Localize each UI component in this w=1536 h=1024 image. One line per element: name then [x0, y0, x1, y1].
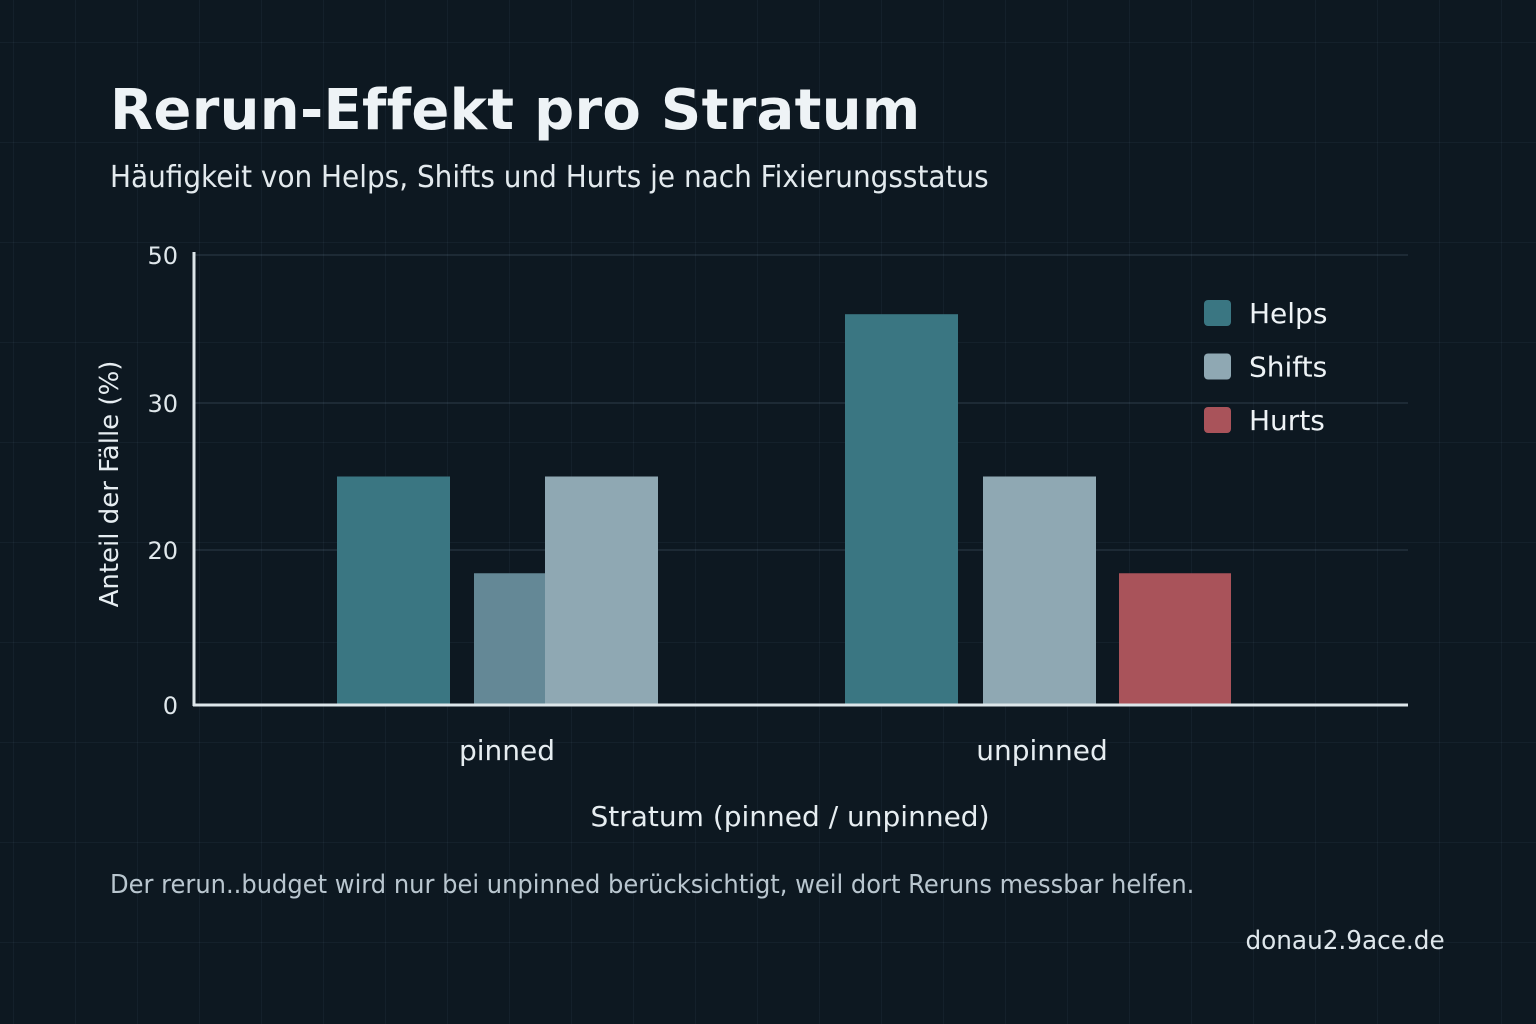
legend-item-hurts: Hurts: [1204, 404, 1325, 437]
y-tick-label: 0: [163, 692, 178, 720]
bar-pinned-shifts: [545, 476, 658, 705]
y-tick-labels: 0 20 30 50: [147, 242, 178, 720]
source-credit: donau2.9ace.de: [1245, 926, 1445, 956]
legend-swatch: [1204, 300, 1231, 326]
legend-label: Helps: [1249, 297, 1327, 330]
legend-label: Hurts: [1249, 404, 1325, 437]
legend-item-helps: Helps: [1204, 297, 1327, 330]
footnote: Der rerun..budget wird nur bei unpinned …: [110, 870, 1195, 900]
bar-unpinned-helps: [845, 314, 958, 705]
bar-pinned-hurts: [474, 573, 546, 705]
y-tick-label: 50: [147, 242, 178, 270]
bar-unpinned-hurts: [1119, 573, 1231, 705]
x-tick-label: unpinned: [976, 734, 1108, 767]
page-title: Rerun-Effekt pro Stratum: [110, 78, 921, 143]
y-axis-label: Anteil der Fälle (%): [95, 361, 125, 608]
x-axis-label: Stratum (pinned / unpinned): [591, 800, 990, 833]
x-tick-labels: pinned unpinned: [459, 734, 1108, 767]
page-subtitle: Häufigkeit von Helps, Shifts und Hurts j…: [110, 160, 989, 195]
bar-pinned-helps: [337, 476, 450, 705]
y-tick-label: 30: [147, 390, 178, 418]
axes: [192, 252, 1408, 707]
bar-unpinned-shifts: [983, 476, 1096, 705]
y-tick-label: 20: [147, 537, 178, 565]
legend-item-shifts: Shifts: [1204, 351, 1327, 384]
legend-swatch: [1204, 407, 1231, 433]
x-tick-label: pinned: [459, 734, 555, 767]
legend-label: Shifts: [1249, 351, 1327, 384]
legend: Helps Shifts Hurts: [1204, 297, 1327, 437]
bars: [337, 314, 1231, 705]
legend-swatch: [1204, 353, 1231, 380]
